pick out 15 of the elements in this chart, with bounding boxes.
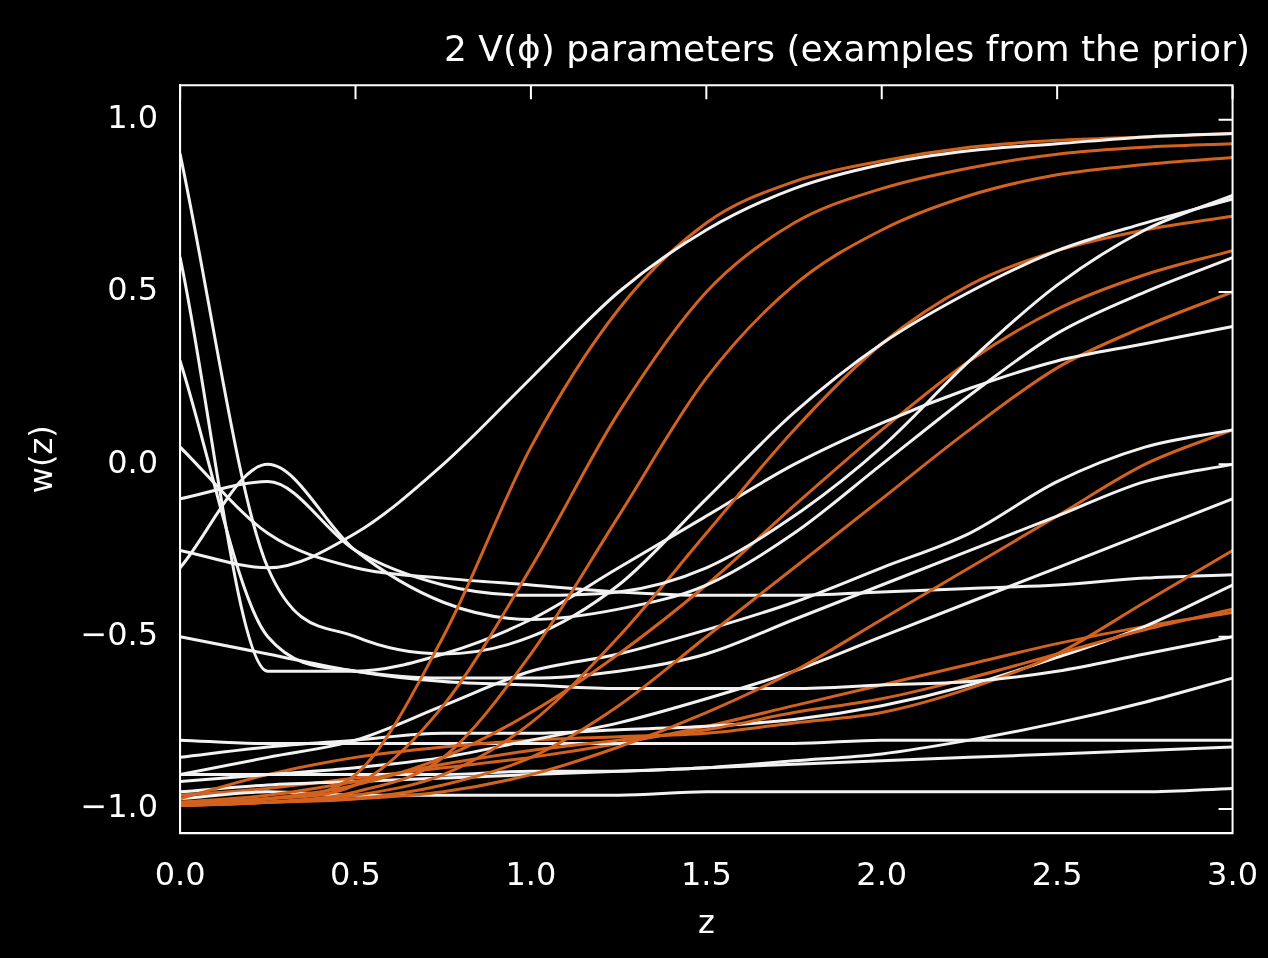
x-tick-label: 1.0: [505, 854, 557, 893]
x-axis-title: z: [697, 903, 715, 942]
x-tick-label: 1.5: [680, 854, 732, 893]
x-tick-label: 2.0: [856, 854, 908, 893]
x-tick-label: 0.5: [330, 854, 381, 893]
y-tick-label: 1.0: [107, 97, 159, 136]
x-tick-label: 0.0: [154, 854, 206, 893]
y-tick-label: −0.5: [80, 615, 159, 654]
y-axis-title: w(z): [21, 425, 60, 494]
y-tick-label: 0.5: [107, 270, 159, 309]
chart-title: 2 V(ϕ) parameters (examples from the prior): [444, 27, 1250, 69]
x-tick-label: 2.5: [1031, 854, 1083, 893]
y-tick-label: 0.0: [107, 442, 159, 481]
x-tick-label: 3.0: [1207, 854, 1258, 893]
y-tick-label: −1.0: [80, 787, 159, 826]
